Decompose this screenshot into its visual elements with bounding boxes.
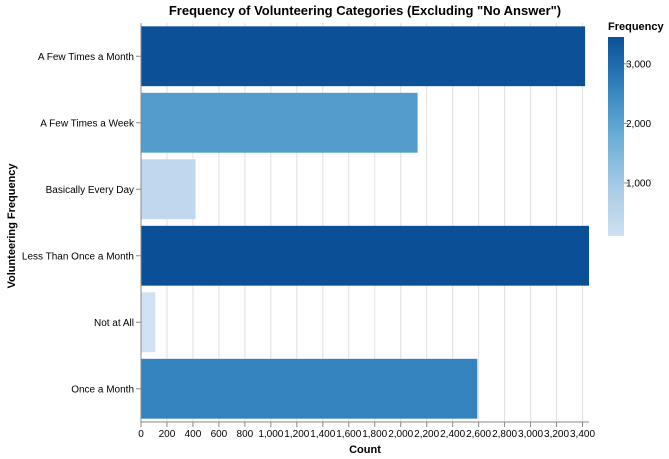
- x-tick-label: 1,800: [362, 429, 387, 440]
- bar: [141, 292, 156, 353]
- y-tick-label: A Few Times a Week: [40, 118, 135, 129]
- x-tick-label: 1,200: [284, 429, 309, 440]
- x-tick-label: 3,200: [544, 429, 569, 440]
- x-tick-label: 2,400: [440, 429, 465, 440]
- bar: [141, 26, 586, 87]
- x-tick-label: 2,200: [414, 429, 439, 440]
- y-tick-label: A Few Times a Month: [38, 52, 134, 63]
- y-tick-label: Once a Month: [71, 384, 134, 395]
- legend-tick-label: 1,000: [626, 178, 651, 189]
- legend-tick-label: 3,000: [626, 59, 651, 70]
- x-tick-label: 2,800: [492, 429, 517, 440]
- legend: Frequency 1,000 2,000 3,000: [608, 21, 665, 236]
- x-tick-label: 200: [159, 429, 176, 440]
- chart-title: Frequency of Volunteering Categories (Ex…: [169, 3, 561, 18]
- x-tick-label: 3,000: [518, 429, 543, 440]
- x-tick-label: 3,400: [570, 429, 595, 440]
- y-axis-title: Volunteering Frequency: [6, 163, 18, 289]
- legend-gradient: [608, 37, 624, 236]
- x-tick-label: 2,000: [388, 429, 413, 440]
- x-axis-title: Count: [349, 444, 381, 456]
- x-tick-label: 800: [237, 429, 254, 440]
- legend-tick-label: 2,000: [626, 119, 651, 130]
- y-tick-label: Basically Every Day: [46, 185, 134, 196]
- x-tick-label: 400: [185, 429, 202, 440]
- x-tick-label: 1,000: [258, 429, 283, 440]
- y-tick-label: Less Than Once a Month: [22, 251, 134, 262]
- x-tick-label: 0: [138, 429, 144, 440]
- bar: [141, 159, 196, 220]
- bar: [141, 225, 589, 286]
- legend-title: Frequency: [608, 21, 665, 33]
- plot-area: A Few Times a Month A Few Times a Week Bas…: [22, 23, 595, 440]
- bar: [141, 92, 418, 153]
- x-tick-label: 1,600: [336, 429, 361, 440]
- x-tick-label: 600: [211, 429, 228, 440]
- y-tick-label: Not at All: [94, 318, 134, 329]
- x-tick-label: 2,600: [466, 429, 491, 440]
- x-tick-label: 1,400: [310, 429, 335, 440]
- bar: [141, 358, 478, 419]
